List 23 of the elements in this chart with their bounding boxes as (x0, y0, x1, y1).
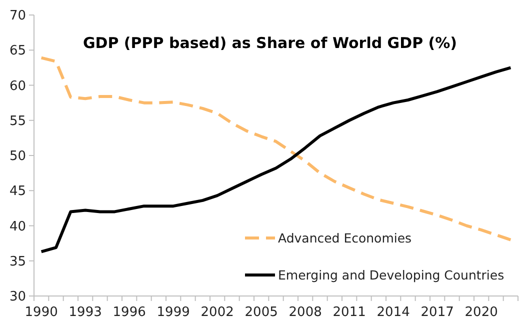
x-tick-label: 2002 (200, 305, 234, 320)
y-tick-label: 30 (9, 290, 26, 305)
y-tick-label: 60 (9, 78, 26, 94)
legend-label: Advanced Economies (278, 230, 412, 246)
x-tick-label: 1999 (156, 305, 190, 320)
x-tick-label: 2011 (332, 305, 366, 320)
x-tick-label: 2014 (376, 305, 410, 320)
y-tick-label: 70 (9, 8, 26, 24)
y-tick-label: 35 (9, 254, 26, 270)
y-tick-label: 50 (9, 149, 26, 164)
x-tick-label: 1990 (24, 305, 58, 320)
x-tick-label: 2017 (420, 305, 454, 320)
x-tick-label: 2008 (288, 305, 322, 320)
y-tick-label: 55 (9, 114, 26, 129)
x-tick-label: 1993 (68, 305, 102, 320)
x-tick-label: 2020 (464, 305, 498, 320)
x-tick-label: 1996 (112, 305, 146, 320)
text: GDP (PPP based) as Share of World GDP (%) (82, 34, 458, 52)
y-tick-label: 65 (9, 44, 26, 59)
x-tick-label: 2005 (244, 305, 278, 320)
legend-label: Emerging and Developing Countries (278, 267, 504, 282)
y-tick-label: 45 (9, 184, 26, 200)
y-tick-label: 40 (9, 219, 26, 234)
